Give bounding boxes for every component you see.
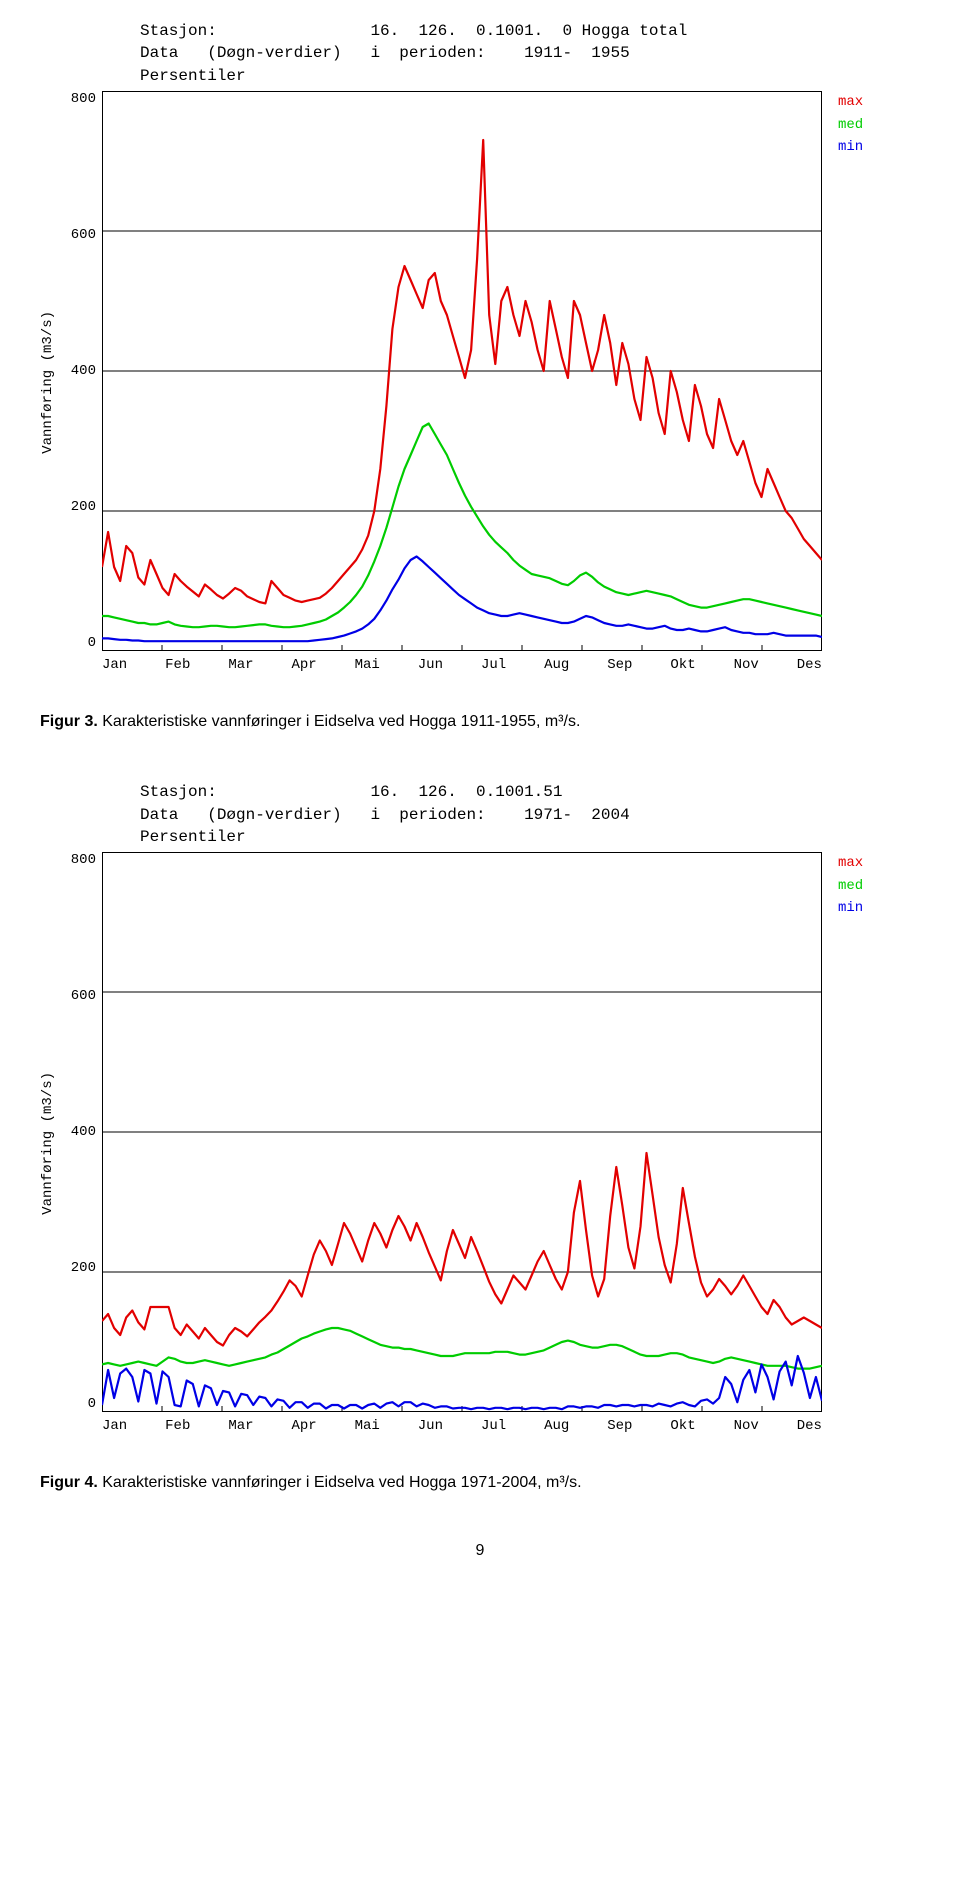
figure4-caption: Figur 4. Karakteristiske vannføringer i … (40, 1474, 920, 1492)
xlabel: Jul (481, 1418, 506, 1434)
ytick: 200 (71, 499, 96, 515)
ytick: 400 (71, 1124, 96, 1140)
xlabel: Sep (607, 657, 632, 673)
chart2-yticks: 800 600 400 200 0 (62, 852, 102, 1412)
chart-2-header: Stasjon: 16. 126. 0.1001.51 Data (Døgn-v… (140, 781, 920, 848)
xlabel: Okt (670, 1418, 695, 1434)
xlabel: Feb (165, 657, 190, 673)
ytick: 600 (71, 227, 96, 243)
figure4-caption-num: Figur 4. (40, 1474, 98, 1491)
ytick: 800 (71, 852, 96, 868)
chart1-h2: Data (Døgn-verdier) i perioden: 1911- 19… (140, 44, 630, 62)
xlabel: Aug (544, 657, 569, 673)
chart1-xaxis: Jan Feb Mar Apr Mai Jun Jul Aug Sep Okt … (102, 651, 822, 673)
chart2-h3: Persentiler (140, 828, 246, 846)
figure4-caption-text: Karakteristiske vannføringer i Eidselva … (98, 1474, 582, 1491)
xlabel: Jul (481, 657, 506, 673)
chart1-yticks: 800 600 400 200 0 (62, 91, 102, 651)
xlabel: Nov (734, 1418, 759, 1434)
chart2-h2: Data (Døgn-verdier) i perioden: 1971- 20… (140, 806, 630, 824)
chart2-xaxis: Jan Feb Mar Apr Mai Jun Jul Aug Sep Okt … (102, 1412, 822, 1434)
xlabel: Mai (355, 1418, 380, 1434)
legend-med: med (838, 875, 863, 897)
chart1-ylabel: Vannføring (m3/s) (40, 311, 56, 454)
xlabel: Des (797, 657, 822, 673)
ytick: 400 (71, 363, 96, 379)
chart2-ylabel: Vannføring (m3/s) (40, 1072, 56, 1215)
chart1-legend: max med min (838, 91, 863, 651)
chart1-h3: Persentiler (140, 67, 246, 85)
ytick: 600 (71, 988, 96, 1004)
chart2-legend: max med min (838, 852, 863, 1412)
chart-1: Stasjon: 16. 126. 0.1001. 0 Hogga total … (40, 20, 920, 673)
legend-max: max (838, 852, 863, 874)
xlabel: Okt (670, 657, 695, 673)
xlabel: Jan (102, 657, 127, 673)
legend-min: min (838, 136, 863, 158)
chart1-h1: Stasjon: 16. 126. 0.1001. 0 Hogga total (140, 22, 687, 40)
chart1-plot (102, 91, 822, 651)
xlabel: Sep (607, 1418, 632, 1434)
xlabel: Mar (228, 657, 253, 673)
figure3-caption-num: Figur 3. (40, 713, 98, 730)
ytick: 0 (88, 635, 96, 651)
chart-2: Stasjon: 16. 126. 0.1001.51 Data (Døgn-v… (40, 781, 920, 1434)
figure3-caption-text: Karakteristiske vannføringer i Eidselva … (98, 713, 581, 730)
ytick: 800 (71, 91, 96, 107)
xlabel: Aug (544, 1418, 569, 1434)
chart2-plot (102, 852, 822, 1412)
xlabel: Apr (291, 1418, 316, 1434)
ytick: 200 (71, 1260, 96, 1276)
ytick: 0 (88, 1396, 96, 1412)
figure3-caption: Figur 3. Karakteristiske vannføringer i … (40, 713, 920, 731)
legend-med: med (838, 114, 863, 136)
xlabel: Des (797, 1418, 822, 1434)
xlabel: Jan (102, 1418, 127, 1434)
xlabel: Nov (734, 657, 759, 673)
chart-1-header: Stasjon: 16. 126. 0.1001. 0 Hogga total … (140, 20, 920, 87)
xlabel: Mai (355, 657, 380, 673)
legend-min: min (838, 897, 863, 919)
chart2-h1: Stasjon: 16. 126. 0.1001.51 (140, 783, 562, 801)
xlabel: Jun (418, 657, 443, 673)
legend-max: max (838, 91, 863, 113)
xlabel: Apr (291, 657, 316, 673)
xlabel: Jun (418, 1418, 443, 1434)
xlabel: Mar (228, 1418, 253, 1434)
page-number: 9 (40, 1542, 920, 1560)
xlabel: Feb (165, 1418, 190, 1434)
